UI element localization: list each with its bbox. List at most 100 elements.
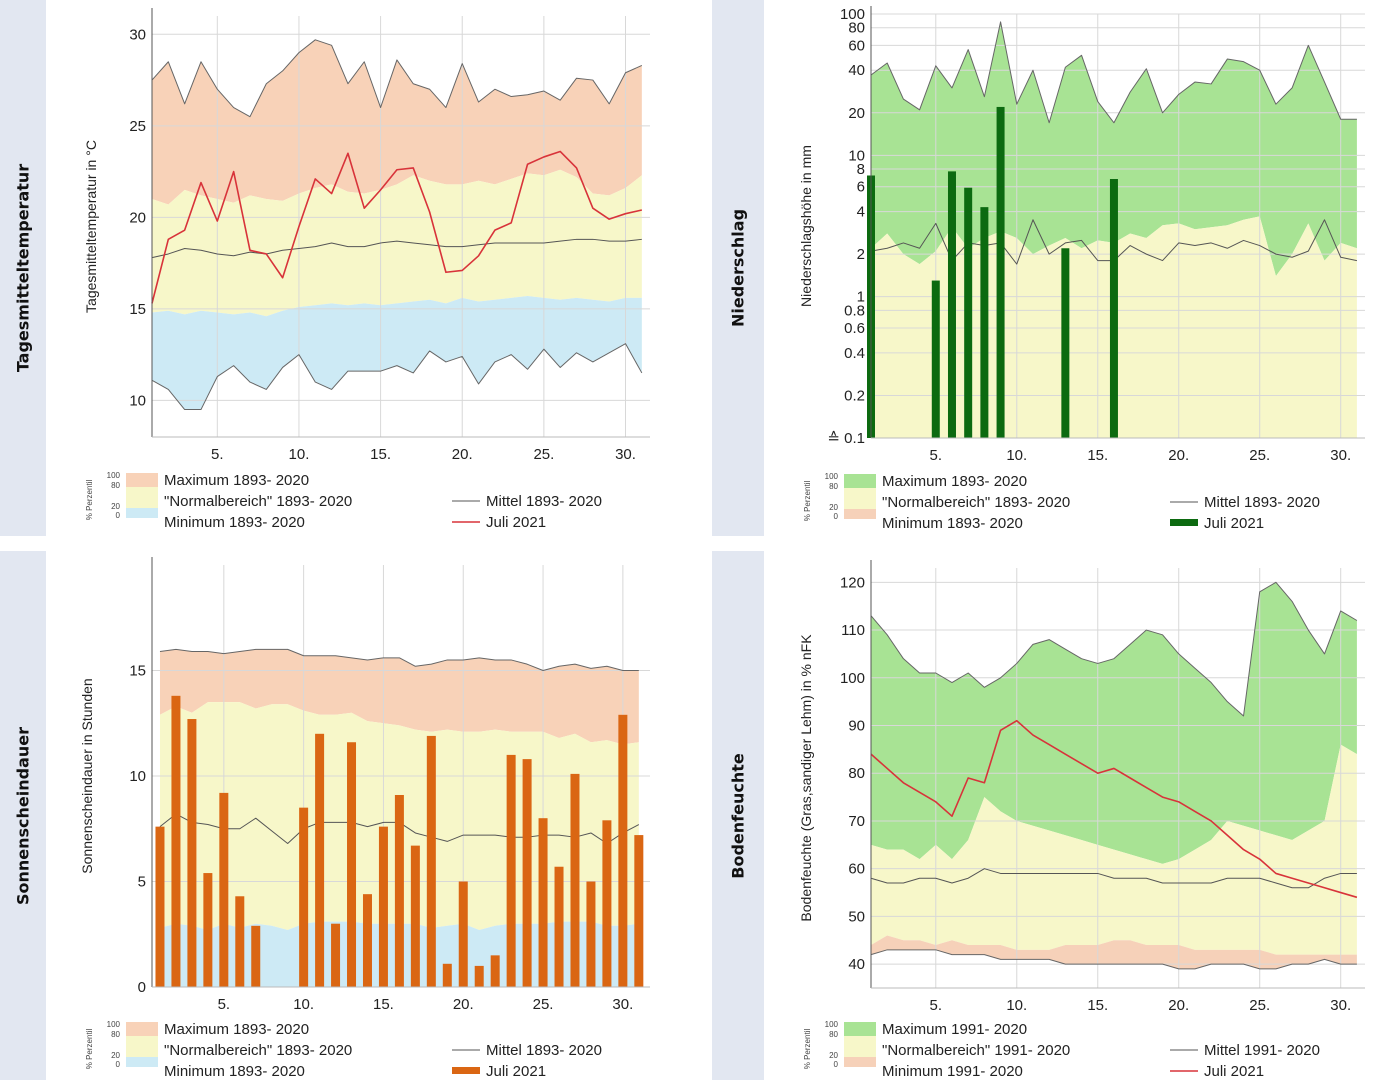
legend-mean-label: Mittel 1893- 2020 (486, 1042, 602, 1059)
legend-mean-label: Mittel 1893- 2020 (486, 493, 602, 510)
x-tick-label: 15. (373, 996, 394, 1013)
band-maximum (871, 582, 1357, 864)
x-tick-label: 5. (930, 997, 943, 1014)
x-tick-label: 10. (1006, 447, 1027, 464)
current-line (870, 719, 1358, 899)
legend-minimum-label: Minimum 1893- 2020 (164, 1063, 305, 1080)
y-tick-label: 6 (857, 179, 865, 196)
side-tab-soil-moisture: Bodenfeuchte (712, 551, 764, 1080)
data-bar (474, 965, 484, 987)
y-tick-label: 15 (129, 301, 146, 318)
y-tick-label: 100 (840, 6, 865, 23)
y-tick-label: ≙ 0.1 (827, 430, 865, 447)
legend-swatch-minimum (126, 1057, 158, 1067)
legend-percentile-axis: % Perzentil (85, 1029, 94, 1070)
legend-normal-label: "Normalbereich" 1893- 2020 (882, 494, 1070, 511)
data-bar (570, 773, 580, 987)
y-tick-label: 2 (857, 246, 865, 263)
minimum-line (870, 949, 1357, 970)
y-tick-label: 25 (129, 118, 146, 135)
legend-current-label: Juli 2021 (486, 1063, 546, 1080)
y-tick-label: 40 (848, 956, 865, 973)
legend-percentile-tick: 20 (829, 1051, 838, 1060)
legend-current-label: Juli 2021 (1204, 1063, 1264, 1080)
legend-percentile-tick: 20 (829, 503, 838, 512)
legend-percentile-tick: 100 (107, 1020, 121, 1029)
data-bar (426, 735, 436, 987)
data-bar (586, 881, 596, 987)
legend-swatch-minimum (126, 508, 158, 518)
y-tick-label: 0.8 (844, 302, 865, 319)
band-maximum (871, 21, 1357, 277)
data-bar (1061, 248, 1070, 438)
y-tick-label: 120 (840, 574, 865, 591)
legend-minimum-label: Minimum 1893- 2020 (882, 515, 1023, 532)
band-maximum (152, 39, 642, 205)
y-tick-label: 110 (841, 622, 865, 639)
y-tick-label: 0 (138, 979, 146, 996)
data-bar (458, 881, 468, 987)
legend-normal-label: "Normalbereich" 1893- 2020 (164, 1042, 352, 1059)
data-bar (602, 820, 612, 987)
y-tick-label: 10 (129, 768, 146, 785)
side-tab-sunshine: Sonnenscheindauer (0, 551, 46, 1080)
y-tick-label: 90 (848, 718, 865, 735)
x-tick-label: 25. (533, 996, 554, 1013)
legend-maximum-label: Maximum 1893- 2020 (882, 473, 1027, 490)
chart-sunshine: 0 5 10 15 5. 10. 15. 20. 25. 30. Sonnenscheindauer… (79, 557, 650, 1080)
legend-percentile-tick: 80 (111, 1030, 120, 1039)
data-bar (538, 818, 548, 987)
y-tick-label: 70 (848, 813, 865, 830)
mean-line (870, 868, 1357, 889)
data-bar (410, 845, 420, 987)
x-tick-label: 15. (1087, 997, 1108, 1014)
y-tick-label: 30 (129, 26, 146, 43)
band-minimum (871, 935, 1357, 969)
x-tick-label: 25. (1249, 447, 1270, 464)
y-tick-label: 40 (848, 62, 865, 79)
y-tick-label: 4 (857, 204, 865, 221)
x-tick-label: 20. (452, 446, 473, 463)
data-bar (634, 835, 644, 987)
legend-swatch-normal (844, 1036, 876, 1057)
legend-swatch-maximum (844, 1022, 876, 1036)
x-tick-label: 25. (1249, 997, 1270, 1014)
legend-percentile-tick: 80 (111, 481, 120, 490)
y-tick-label: 5 (138, 874, 146, 891)
x-tick-label: 15. (370, 446, 391, 463)
y-tick-label: 60 (848, 37, 865, 54)
legend-swatch-normal (126, 487, 158, 508)
data-bar (315, 733, 325, 987)
legend-swatch-minimum (844, 509, 876, 519)
y-tick-label: 50 (848, 908, 865, 925)
legend-normal-label: "Normalbereich" 1893- 2020 (164, 493, 352, 510)
legend-mean-label: Mittel 1893- 2020 (1204, 494, 1320, 511)
x-tick-label: 30. (1330, 447, 1351, 464)
y-tick-label: 0.4 (844, 345, 865, 362)
data-bar (522, 759, 532, 987)
legend-percentile-axis: % Perzentil (803, 481, 812, 522)
legend-percentile-tick: 0 (116, 511, 121, 520)
data-bar (187, 719, 197, 987)
y-tick-label: 20 (848, 105, 865, 122)
y-tick-label: 80 (848, 765, 865, 782)
legend-percentile-tick: 0 (834, 1060, 839, 1069)
data-bar (378, 826, 388, 987)
legend-maximum-label: Maximum 1893- 2020 (164, 472, 309, 489)
x-tick-label: 10. (289, 446, 310, 463)
data-bar (203, 873, 213, 987)
data-bar (947, 171, 956, 438)
x-tick-label: 10. (293, 996, 314, 1013)
x-tick-label: 5. (218, 996, 231, 1013)
y-tick-label: 60 (848, 861, 865, 878)
data-bar (980, 207, 989, 438)
legend-current-label: Juli 2021 (486, 514, 546, 531)
y-tick-label: 10 (848, 147, 865, 164)
y-axis-title: Bodenfeuchte (Gras,sandiger Lehm) in % n… (798, 634, 814, 922)
y-axis-title: Tagesmitteltemperatur in °C (83, 140, 99, 313)
y-tick-label: 1 (857, 289, 865, 306)
x-tick-label: 30. (1330, 997, 1351, 1014)
legend-mean-label: Mittel 1991- 2020 (1204, 1042, 1320, 1059)
legend-current-swatch (1170, 519, 1198, 526)
minimum-line (151, 343, 643, 411)
